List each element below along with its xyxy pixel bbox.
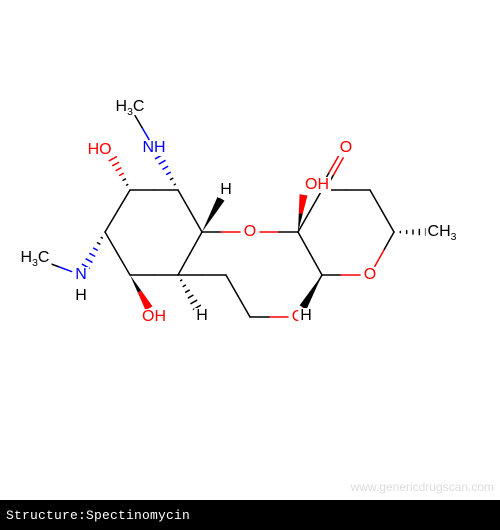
structure-canvas: OOOONHH3CHONHH3COHHHHOHCH3 www.genericdr…: [0, 0, 500, 500]
caption-prefix: Structure:: [6, 508, 86, 523]
atom-oh2: HO: [86, 142, 114, 158]
atom-me1: H3C: [114, 99, 147, 115]
atom-me2: H3C: [19, 250, 52, 266]
atom-n1: NH: [140, 140, 167, 156]
atom-oh8: OH: [303, 177, 331, 193]
watermark-text: www.genericdrugscan.com: [351, 480, 494, 494]
atom-h5: H: [194, 308, 210, 324]
bond-svg: [0, 0, 500, 500]
caption-bar: Structure: Spectinomycin: [0, 500, 500, 530]
atom-oh6: OH: [140, 309, 168, 325]
atom-h4: H: [218, 182, 234, 198]
atom-o7: O: [242, 224, 258, 240]
atom-o13: O: [362, 267, 378, 283]
caption-name: Spectinomycin: [86, 508, 190, 523]
atom-h9: H: [298, 308, 314, 324]
atom-n2: N: [73, 267, 89, 283]
atom-me14: CH3: [426, 224, 459, 240]
atom-o_keto: O: [338, 140, 354, 156]
atom-n2h: H: [73, 288, 89, 304]
